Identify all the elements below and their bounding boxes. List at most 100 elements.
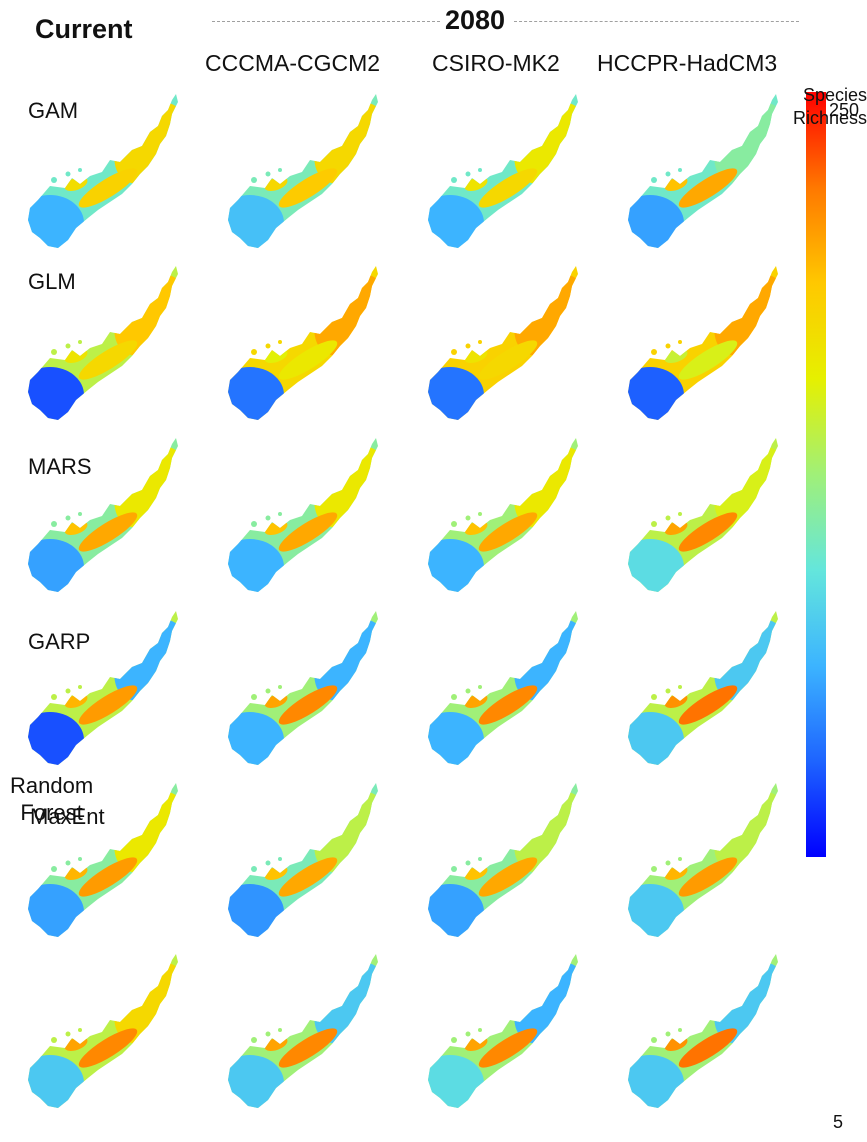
map-southwest-region	[628, 195, 684, 248]
map-island	[665, 343, 671, 349]
map-southwest-region	[228, 1055, 284, 1108]
map-island	[651, 521, 657, 527]
map-southwest-region	[628, 1055, 684, 1108]
map-central-hotspot	[678, 340, 738, 380]
map-panel-gam-0	[28, 94, 178, 248]
map-southwest-region	[28, 884, 84, 937]
map-southwest-region	[628, 884, 684, 937]
map-island	[51, 521, 57, 527]
map-panel-random-forest-0	[28, 954, 178, 1108]
map-island	[278, 685, 282, 689]
map-panel-random-forest-2	[428, 954, 578, 1108]
map-island	[265, 515, 271, 521]
map-island	[251, 349, 257, 355]
map-island	[65, 860, 71, 866]
map-island	[451, 1037, 457, 1043]
map-panel-maxent-0	[28, 783, 178, 937]
map-island	[65, 1031, 71, 1037]
map-island	[265, 1031, 271, 1037]
map-central-hotspot	[478, 168, 538, 208]
map-island	[678, 168, 682, 172]
map-island	[251, 521, 257, 527]
map-island	[251, 866, 257, 872]
map-island	[251, 1037, 257, 1043]
map-central-hotspot	[478, 512, 538, 552]
map-panel-garp-0	[28, 611, 178, 765]
map-panel-garp-2	[428, 611, 578, 765]
map-island	[451, 349, 457, 355]
map-island	[278, 168, 282, 172]
row-label-mars: MARS	[28, 454, 92, 479]
map-island	[51, 866, 57, 872]
map-island	[651, 866, 657, 872]
row-label-gam: GAM	[28, 98, 79, 123]
map-island	[465, 171, 471, 177]
map-island	[665, 171, 671, 177]
map-central-hotspot	[278, 168, 338, 208]
dashed-rule-right	[514, 21, 799, 22]
map-panel-gam-1	[228, 94, 378, 248]
map-island	[465, 860, 471, 866]
map-panel-maxent-2	[428, 783, 578, 937]
map-island	[678, 340, 682, 344]
map-central-hotspot	[78, 340, 138, 380]
map-island	[51, 694, 57, 700]
map-island	[451, 177, 457, 183]
column-label-csiro: CSIRO-MK2	[432, 50, 560, 76]
map-central-hotspot	[478, 340, 538, 380]
map-central-hotspot	[78, 168, 138, 208]
map-southwest-region	[428, 884, 484, 937]
map-panel-gam-2	[428, 94, 578, 248]
map-island	[78, 512, 82, 516]
map-island	[465, 688, 471, 694]
map-panel-garp-3	[628, 611, 778, 765]
map-island	[451, 694, 457, 700]
map-island	[451, 866, 457, 872]
map-island	[265, 343, 271, 349]
map-southwest-region	[28, 195, 84, 248]
map-island	[65, 343, 71, 349]
map-southwest-region	[428, 195, 484, 248]
map-island	[278, 512, 282, 516]
map-southwest-region	[428, 1055, 484, 1108]
map-central-hotspot	[278, 1028, 338, 1068]
map-central-hotspot	[678, 857, 738, 897]
map-island	[665, 1031, 671, 1037]
map-island	[678, 512, 682, 516]
map-island	[265, 171, 271, 177]
map-panel-glm-1	[228, 266, 378, 420]
map-panel-garp-1	[228, 611, 378, 765]
map-panel-glm-0	[28, 266, 178, 420]
dashed-rule-left	[212, 21, 440, 22]
map-island	[251, 694, 257, 700]
current-header: Current	[35, 14, 133, 44]
map-southwest-region	[228, 195, 284, 248]
map-island	[665, 860, 671, 866]
map-island	[51, 177, 57, 183]
row-label-random-forest: Random Forest	[10, 773, 94, 825]
map-island	[478, 857, 482, 861]
map-central-hotspot	[678, 512, 738, 552]
map-island	[251, 177, 257, 183]
row-label-glm: GLM	[28, 269, 76, 294]
map-island	[78, 168, 82, 172]
map-southwest-region	[28, 712, 84, 765]
map-island	[465, 1031, 471, 1037]
map-island	[51, 349, 57, 355]
map-island	[678, 857, 682, 861]
map-central-hotspot	[478, 1028, 538, 1068]
map-island	[265, 688, 271, 694]
map-island	[78, 1028, 82, 1032]
colorbar-min-label: 5	[833, 1112, 844, 1132]
map-central-hotspot	[278, 512, 338, 552]
map-panel-mars-3	[628, 438, 778, 592]
colorbar-title: Species Richness	[792, 85, 867, 128]
map-central-hotspot	[78, 512, 138, 552]
map-central-hotspot	[478, 857, 538, 897]
map-panel-mars-0	[28, 438, 178, 592]
map-island	[65, 515, 71, 521]
map-island	[678, 1028, 682, 1032]
map-panel-glm-2	[428, 266, 578, 420]
map-southwest-region	[228, 884, 284, 937]
species-richness-colorbar	[806, 92, 826, 857]
